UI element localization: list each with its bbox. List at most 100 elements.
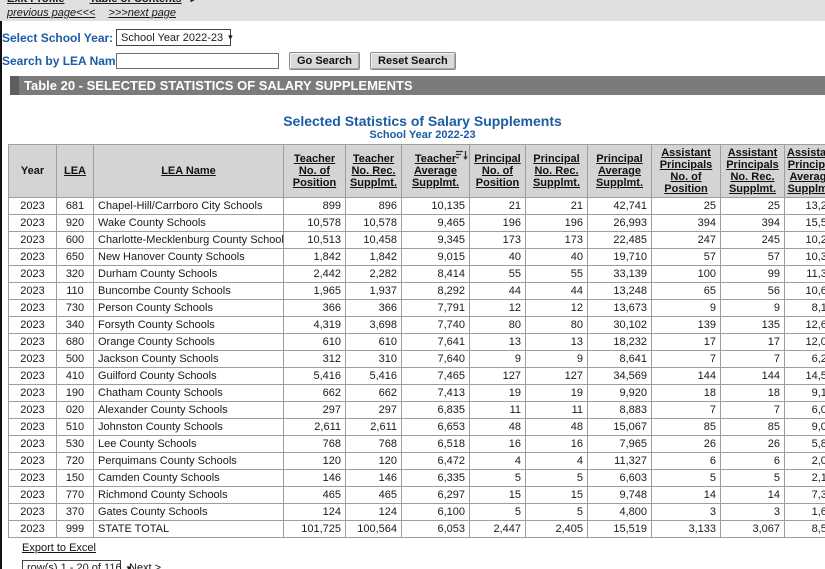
cell-principal-average-supplmt: 9,748 — [587, 486, 652, 504]
column-header-assistant-principals-no-of-position[interactable]: Assistant Principals No. of Position — [651, 144, 721, 198]
cell-teacher-no-rec-supplmt: 297 — [345, 401, 402, 419]
column-header-teacher-no-rec-supplmt[interactable]: Teacher No. Rec. Supplmt. — [345, 144, 402, 198]
cell-principal-no-of-position: 21 — [469, 197, 526, 215]
cell-assistant-principal-average-supplmt: 13,21 — [784, 197, 825, 215]
report-subtitle: School Year 2022-23 — [369, 129, 476, 141]
cell-lea-name: Guilford County Schools — [93, 367, 284, 385]
cell-teacher-no-rec-supplmt: 10,458 — [345, 231, 402, 249]
cell-assistant-principals-no-rec-supplmt: 14 — [720, 486, 785, 504]
cell-assistant-principals-no-of-position: 26 — [651, 435, 721, 453]
cell-principal-average-supplmt: 13,673 — [587, 299, 652, 317]
cell-lea-name: Jackson County Schools — [93, 350, 284, 368]
cell-assistant-principals-no-rec-supplmt: 394 — [720, 214, 785, 232]
column-header-teacher-average-supplmt[interactable]: Teacher Average Supplmt. — [401, 144, 470, 198]
column-header-label: LEA Name — [161, 165, 216, 177]
column-header-teacher-no-of-position[interactable]: Teacher No. of Position — [283, 144, 346, 198]
school-year-select[interactable]: School Year 2022-23 ▾ — [116, 29, 233, 46]
cell-assistant-principals-no-of-position: 17 — [651, 333, 721, 351]
cell-year: 2023 — [8, 316, 57, 334]
cell-lea: 680 — [56, 333, 94, 351]
column-header-assistant-principals-no-rec-supplmt[interactable]: Assistant Principals No. Rec. Supplmt. — [720, 144, 785, 198]
sort-descending-icon[interactable] — [455, 149, 468, 162]
lea-name-input[interactable] — [116, 53, 279, 69]
cell-principal-no-rec-supplmt: 44 — [525, 282, 588, 300]
column-header-year: Year — [8, 144, 57, 198]
next-rows-link[interactable]: Next > — [129, 562, 162, 569]
cell-principal-no-rec-supplmt: 4 — [525, 452, 588, 470]
pagination-select[interactable]: row(s) 1 - 20 of 116 ▾ — [22, 560, 131, 569]
cell-lea: 320 — [56, 265, 94, 283]
column-header-label: Supplmt. — [349, 177, 398, 189]
column-header-label: No. of — [670, 171, 702, 183]
cell-lea: 681 — [56, 197, 94, 215]
column-header-label: Average — [597, 165, 641, 177]
cell-lea-name: Chapel-Hill/Carrboro City Schools — [93, 197, 284, 215]
cell-teacher-average-supplmt: 6,653 — [401, 418, 470, 436]
cell-assistant-principals-no-of-position: 6 — [651, 452, 721, 470]
column-header-principal-no-of-position[interactable]: Principal No. of Position — [469, 144, 526, 198]
cell-principal-no-of-position: 9 — [469, 350, 526, 368]
cell-principal-no-rec-supplmt: 15 — [525, 486, 588, 504]
cell-teacher-no-rec-supplmt: 768 — [345, 435, 402, 453]
column-header-label: Principals — [726, 159, 779, 171]
column-header-lea[interactable]: LEA — [56, 144, 94, 198]
cell-assistant-principals-no-rec-supplmt: 9 — [720, 299, 785, 317]
cell-principal-no-of-position: 48 — [469, 418, 526, 436]
cell-year: 2023 — [8, 214, 57, 232]
cell-principal-no-rec-supplmt: 55 — [525, 265, 588, 283]
cell-principal-no-rec-supplmt: 127 — [525, 367, 588, 385]
column-header-label: Principal — [787, 159, 825, 171]
reset-search-button[interactable]: Reset Search — [370, 52, 456, 70]
table-of-contents-link[interactable]: Table of Contents — [90, 0, 182, 5]
school-year-label: Select School Year: — [2, 30, 114, 45]
cell-principal-no-rec-supplmt: 196 — [525, 214, 588, 232]
column-header-label: Position — [475, 177, 520, 189]
cell-principal-no-of-position: 11 — [469, 401, 526, 419]
column-header-label: Average — [789, 171, 825, 183]
cell-assistant-principals-no-of-position: 5 — [651, 469, 721, 487]
cell-principal-no-of-position: 2,447 — [469, 520, 526, 538]
cell-teacher-no-of-position: 768 — [283, 435, 346, 453]
banner-title: Table 20 - SELECTED STATISTICS OF SALARY… — [24, 78, 413, 93]
cell-teacher-average-supplmt: 10,135 — [401, 197, 470, 215]
cell-year: 2023 — [8, 248, 57, 266]
cell-principal-average-supplmt: 9,920 — [587, 384, 652, 402]
cell-teacher-no-of-position: 146 — [283, 469, 346, 487]
cell-year: 2023 — [8, 452, 57, 470]
previous-page-link[interactable]: previous page<<< — [7, 7, 96, 19]
nav-row-primary: Exit Profile Table of Contents ▸ — [7, 0, 825, 6]
cell-assistant-principals-no-of-position: 85 — [651, 418, 721, 436]
go-search-button[interactable]: Go Search — [289, 52, 361, 70]
column-header-label: No. of — [481, 165, 514, 177]
cell-teacher-no-of-position: 899 — [283, 197, 346, 215]
column-header-label: Assistant — [661, 147, 711, 159]
column-header-principal-average-supplmt[interactable]: Principal Average Supplmt. — [587, 144, 652, 198]
table-header-row: Year LEA LEA Name Teacher No. of Position Teac… — [8, 144, 825, 198]
cell-principal-no-of-position: 40 — [469, 248, 526, 266]
cell-lea-name: Forsyth County Schools — [93, 316, 284, 334]
cell-year: 2023 — [8, 520, 57, 538]
cell-assistant-principal-average-supplmt: 9,17 — [784, 384, 825, 402]
column-header-label: Supplmt. — [787, 183, 825, 195]
cell-year: 2023 — [8, 418, 57, 436]
cell-teacher-no-of-position: 124 — [283, 503, 346, 521]
cell-lea-name: Camden County Schools — [93, 469, 284, 487]
next-page-link[interactable]: >>>next page — [108, 7, 177, 19]
cell-teacher-no-rec-supplmt: 366 — [345, 299, 402, 317]
cell-teacher-no-of-position: 2,442 — [283, 265, 346, 283]
cell-principal-average-supplmt: 13,248 — [587, 282, 652, 300]
cell-teacher-average-supplmt: 7,791 — [401, 299, 470, 317]
column-header-lea-name[interactable]: LEA Name — [93, 144, 284, 198]
export-to-excel-link[interactable]: Export to Excel — [22, 542, 96, 554]
cell-teacher-no-of-position: 1,965 — [283, 282, 346, 300]
column-header-principal-no-rec-supplmt[interactable]: Principal No. Rec. Supplmt. — [525, 144, 588, 198]
cell-year: 2023 — [8, 401, 57, 419]
cell-lea: 190 — [56, 384, 94, 402]
table-row: 2023 920 Wake County Schools 10,578 10,578 9,… — [8, 214, 825, 232]
cell-assistant-principals-no-rec-supplmt: 57 — [720, 248, 785, 266]
column-header-assistant-principal-average-supplmt[interactable]: AssistantPrincipalAverageSupplmt. — [784, 144, 825, 198]
exit-profile-link[interactable]: Exit Profile — [7, 0, 64, 5]
cell-lea-name: Orange County Schools — [93, 333, 284, 351]
cell-assistant-principal-average-supplmt: 8,12 — [784, 299, 825, 317]
cell-assistant-principal-average-supplmt: 15,51 — [784, 214, 825, 232]
